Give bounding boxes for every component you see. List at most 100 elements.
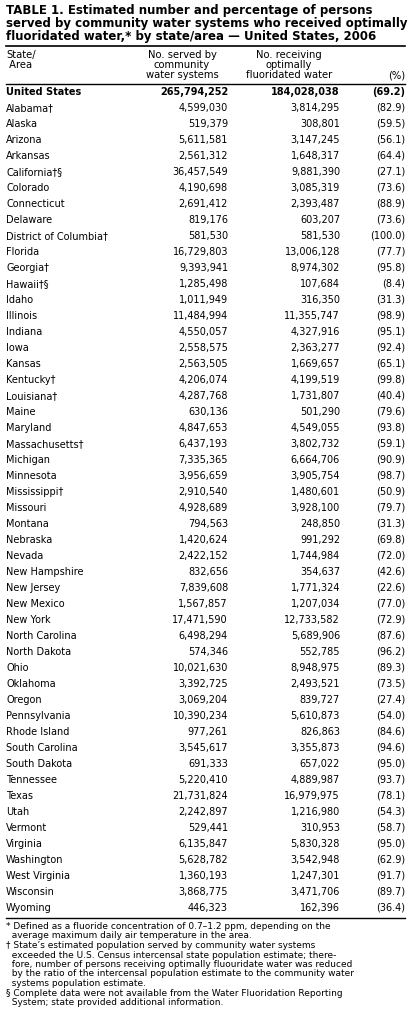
- Text: by the ratio of the intercensal population estimate to the community water: by the ratio of the intercensal populati…: [6, 970, 354, 979]
- Text: fluoridated water,* by state/area — United States, 2006: fluoridated water,* by state/area — Unit…: [6, 30, 376, 43]
- Text: 10,021,630: 10,021,630: [173, 663, 228, 673]
- Text: (78.1): (78.1): [376, 791, 405, 801]
- Text: 2,393,487: 2,393,487: [291, 199, 340, 209]
- Text: 1,744,984: 1,744,984: [291, 551, 340, 561]
- Text: served by community water systems who received optimally: served by community water systems who re…: [6, 17, 407, 30]
- Text: 2,422,152: 2,422,152: [178, 551, 228, 561]
- Text: 6,135,847: 6,135,847: [179, 839, 228, 849]
- Text: 8,974,302: 8,974,302: [291, 263, 340, 273]
- Text: (27.1): (27.1): [376, 167, 405, 177]
- Text: (64.4): (64.4): [376, 151, 405, 161]
- Text: 11,355,747: 11,355,747: [284, 311, 340, 321]
- Text: 4,928,689: 4,928,689: [179, 503, 228, 513]
- Text: Idaho: Idaho: [6, 295, 33, 305]
- Text: Maryland: Maryland: [6, 423, 51, 433]
- Text: Missouri: Missouri: [6, 503, 46, 513]
- Text: (87.6): (87.6): [376, 631, 405, 641]
- Text: community: community: [154, 60, 210, 70]
- Text: 3,802,732: 3,802,732: [291, 439, 340, 449]
- Text: 7,839,608: 7,839,608: [179, 583, 228, 593]
- Text: 3,905,754: 3,905,754: [291, 471, 340, 481]
- Text: 603,207: 603,207: [300, 215, 340, 225]
- Text: 3,147,245: 3,147,245: [291, 135, 340, 145]
- Text: (77.7): (77.7): [376, 247, 405, 257]
- Text: Ohio: Ohio: [6, 663, 28, 673]
- Text: 265,794,252: 265,794,252: [160, 87, 228, 97]
- Text: (31.3): (31.3): [376, 519, 405, 529]
- Text: 310,953: 310,953: [300, 823, 340, 833]
- Text: optimally: optimally: [266, 60, 312, 70]
- Text: Louisiana†: Louisiana†: [6, 391, 57, 401]
- Text: 4,847,653: 4,847,653: [179, 423, 228, 433]
- Text: 819,176: 819,176: [188, 215, 228, 225]
- Text: (95.1): (95.1): [376, 327, 405, 337]
- Text: 16,729,803: 16,729,803: [173, 247, 228, 257]
- Text: 2,242,897: 2,242,897: [178, 807, 228, 817]
- Text: 4,287,768: 4,287,768: [178, 391, 228, 401]
- Text: (73.5): (73.5): [376, 679, 405, 689]
- Text: (73.6): (73.6): [376, 183, 405, 193]
- Text: 3,542,948: 3,542,948: [291, 855, 340, 865]
- Text: 1,669,657: 1,669,657: [291, 359, 340, 369]
- Text: (42.6): (42.6): [376, 567, 405, 577]
- Text: New York: New York: [6, 615, 51, 625]
- Text: 3,355,873: 3,355,873: [291, 743, 340, 753]
- Text: 7,335,365: 7,335,365: [178, 455, 228, 465]
- Text: 581,530: 581,530: [188, 231, 228, 241]
- Text: 1,771,324: 1,771,324: [291, 583, 340, 593]
- Text: (72.0): (72.0): [376, 551, 405, 561]
- Text: 12,733,582: 12,733,582: [284, 615, 340, 625]
- Text: 2,363,277: 2,363,277: [291, 343, 340, 353]
- Text: 3,545,617: 3,545,617: [178, 743, 228, 753]
- Text: water systems: water systems: [145, 70, 218, 80]
- Text: (88.9): (88.9): [376, 199, 405, 209]
- Text: Delaware: Delaware: [6, 215, 52, 225]
- Text: 9,881,390: 9,881,390: [291, 167, 340, 177]
- Text: 2,558,575: 2,558,575: [178, 343, 228, 353]
- Text: 162,396: 162,396: [300, 903, 340, 913]
- Text: 308,801: 308,801: [300, 119, 340, 129]
- Text: Virginia: Virginia: [6, 839, 43, 849]
- Text: (31.3): (31.3): [376, 295, 405, 305]
- Text: (56.1): (56.1): [376, 135, 405, 145]
- Text: 3,392,725: 3,392,725: [178, 679, 228, 689]
- Text: * Defined as a fluoride concentration of 0.7–1.2 ppm, depending on the: * Defined as a fluoride concentration of…: [6, 922, 330, 931]
- Text: 519,379: 519,379: [188, 119, 228, 129]
- Text: Oregon: Oregon: [6, 695, 42, 705]
- Text: † State’s estimated population served by community water systems: † State’s estimated population served by…: [6, 941, 315, 950]
- Text: Pennsylvania: Pennsylvania: [6, 711, 71, 721]
- Text: 1,011,949: 1,011,949: [179, 295, 228, 305]
- Text: 4,549,055: 4,549,055: [291, 423, 340, 433]
- Text: 657,022: 657,022: [300, 759, 340, 769]
- Text: Michigan: Michigan: [6, 455, 50, 465]
- Text: 2,561,312: 2,561,312: [178, 151, 228, 161]
- Text: No. receiving: No. receiving: [256, 50, 322, 60]
- Text: 574,346: 574,346: [188, 647, 228, 657]
- Text: 691,333: 691,333: [188, 759, 228, 769]
- Text: (58.7): (58.7): [376, 823, 405, 833]
- Text: 4,550,057: 4,550,057: [178, 327, 228, 337]
- Text: (93.8): (93.8): [376, 423, 405, 433]
- Text: (92.4): (92.4): [376, 343, 405, 353]
- Text: Wyoming: Wyoming: [6, 903, 52, 913]
- Text: 354,637: 354,637: [300, 567, 340, 577]
- Text: 1,731,807: 1,731,807: [291, 391, 340, 401]
- Text: (89.7): (89.7): [376, 887, 405, 897]
- Text: § Complete data were not available from the Water Fluoridation Reporting: § Complete data were not available from …: [6, 988, 343, 997]
- Text: California†§: California†§: [6, 167, 62, 177]
- Text: No. served by: No. served by: [148, 50, 217, 60]
- Text: West Virginia: West Virginia: [6, 871, 70, 881]
- Text: (72.9): (72.9): [376, 615, 405, 625]
- Text: United States: United States: [6, 87, 81, 97]
- Text: 501,290: 501,290: [300, 407, 340, 417]
- Text: 5,830,328: 5,830,328: [291, 839, 340, 849]
- Text: Washington: Washington: [6, 855, 64, 865]
- Text: fluoridated water: fluoridated water: [246, 70, 332, 80]
- Text: 13,006,128: 13,006,128: [285, 247, 340, 257]
- Text: (89.3): (89.3): [376, 663, 405, 673]
- Text: (8.4): (8.4): [382, 279, 405, 289]
- Text: (95.0): (95.0): [376, 759, 405, 769]
- Text: 3,956,659: 3,956,659: [179, 471, 228, 481]
- Text: Texas: Texas: [6, 791, 33, 801]
- Text: Colorado: Colorado: [6, 183, 49, 193]
